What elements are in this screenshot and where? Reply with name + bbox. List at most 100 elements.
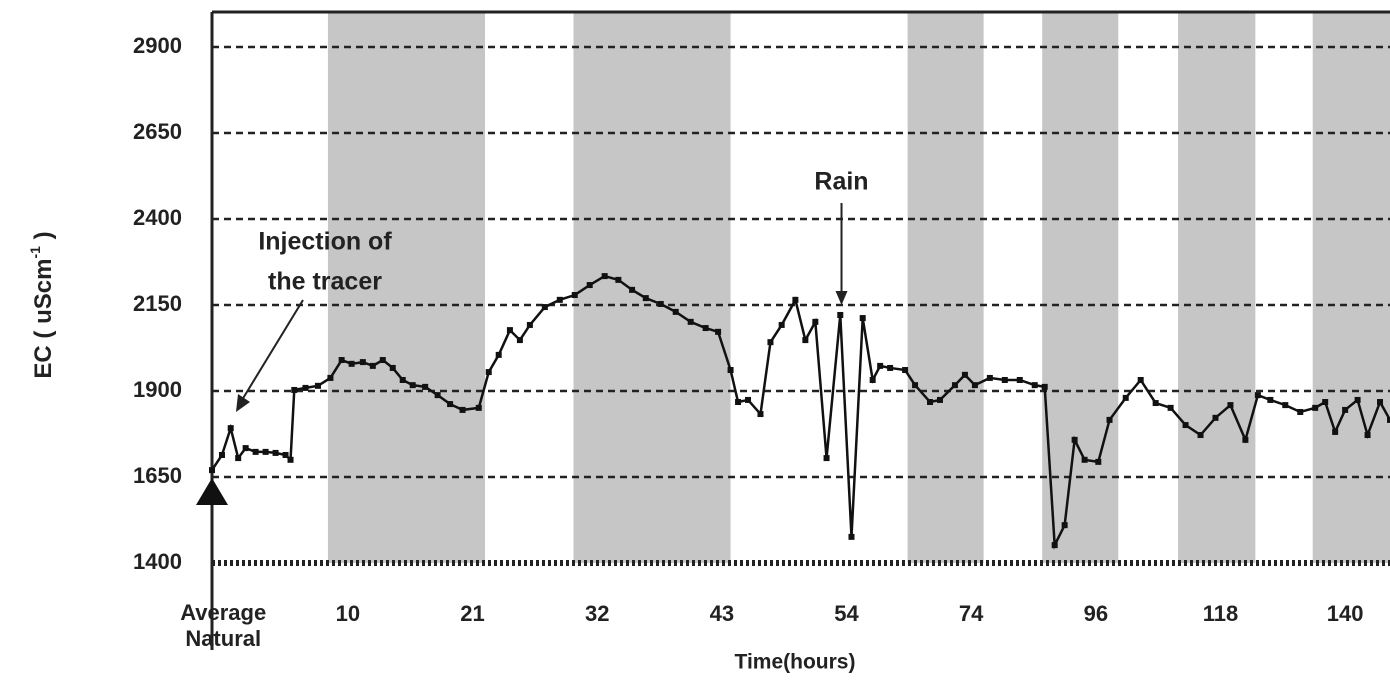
data-point: [209, 467, 215, 474]
data-point: [727, 367, 734, 374]
data-point: [379, 357, 386, 364]
data-point: [702, 325, 709, 332]
data-point: [475, 404, 482, 411]
data-point: [629, 286, 636, 293]
data-point: [912, 382, 919, 389]
arrow-head: [835, 291, 848, 305]
data-point: [302, 384, 309, 391]
data-point: [1212, 414, 1219, 421]
data-point: [1282, 402, 1289, 409]
data-point: [1332, 428, 1339, 435]
data-point: [516, 337, 523, 344]
data-point: [745, 396, 752, 403]
data-point: [485, 369, 492, 376]
data-point: [859, 315, 866, 322]
data-point: [526, 321, 533, 328]
data-point: [1254, 392, 1261, 399]
data-point: [541, 304, 548, 311]
data-point: [1041, 383, 1048, 390]
data-point: [757, 411, 764, 418]
data-point: [1377, 399, 1384, 406]
data-point: [447, 401, 454, 408]
data-point: [434, 392, 441, 399]
data-point: [1342, 406, 1349, 413]
shaded-period: [327, 12, 485, 563]
data-point: [506, 327, 513, 334]
data-point: [359, 359, 366, 366]
y-tick-label: 2400: [133, 205, 182, 230]
data-point: [778, 321, 785, 328]
y-tick-label: 2900: [133, 33, 182, 58]
data-point: [837, 311, 844, 318]
data-point: [1137, 376, 1144, 383]
data-point: [242, 445, 249, 452]
data-point: [1197, 432, 1204, 439]
data-point: [272, 449, 279, 456]
data-point: [1354, 396, 1361, 403]
data-point: [495, 351, 502, 358]
data-point: [1227, 402, 1234, 409]
data-point: [951, 382, 958, 389]
data-point: [1031, 382, 1038, 389]
data-point: [348, 360, 355, 367]
data-point: [556, 296, 563, 303]
data-point: [687, 318, 694, 325]
y-axis-label-text: EC ( uScm: [30, 259, 57, 379]
data-point: [235, 455, 242, 462]
x-tick-label: 21: [460, 601, 484, 626]
annotation: Rain: [814, 168, 868, 196]
data-point: [869, 376, 876, 383]
data-point: [1364, 432, 1371, 439]
data-point: [601, 273, 608, 280]
x-tick-label: 43: [710, 601, 734, 626]
data-point: [1001, 376, 1008, 383]
shaded-period: [1178, 12, 1256, 563]
data-point: [262, 448, 269, 455]
data-point: [1016, 376, 1023, 383]
data-point: [1095, 458, 1102, 465]
arrow-head: [236, 394, 250, 412]
shaded-period: [573, 12, 731, 563]
data-point: [823, 455, 830, 462]
data-point: [936, 396, 943, 403]
data-point: [877, 362, 884, 369]
data-line: [210, 274, 1390, 550]
data-point: [735, 399, 742, 406]
x-axis-label: Time(hours): [735, 651, 856, 674]
data-point: [571, 292, 578, 299]
x-tick-label: 32: [585, 601, 609, 626]
data-point: [327, 374, 334, 381]
data-point: [218, 451, 225, 458]
data-point: [792, 296, 799, 303]
data-point: [338, 357, 345, 364]
data-point: [902, 367, 909, 374]
data-point: [657, 300, 664, 307]
data-point: [1242, 436, 1249, 443]
annotation-arrow: [241, 299, 304, 401]
data-point: [389, 364, 396, 371]
x-tick-label: 96: [1084, 601, 1108, 626]
shaded-period: [1042, 12, 1119, 563]
shaded-period: [907, 12, 984, 563]
data-point: [287, 456, 294, 463]
data-point: [812, 318, 819, 325]
data-point: [1061, 522, 1068, 529]
data-point: [1071, 436, 1078, 443]
data-point: [971, 382, 978, 389]
x-tick-label: 10: [336, 601, 360, 626]
data-point: [422, 383, 429, 390]
data-point: [887, 364, 894, 371]
data-point: [1387, 416, 1390, 423]
data-point: [1322, 399, 1329, 406]
data-point: [459, 406, 466, 413]
data-point: [615, 276, 622, 283]
data-point: [409, 382, 416, 389]
x-tick-label: 74: [959, 601, 984, 626]
y-axis-label-sup: -1: [27, 246, 43, 259]
data-point: [802, 337, 809, 344]
data-point: [1167, 404, 1174, 411]
y-axis-label: EC ( uScm-1 ): [27, 231, 58, 378]
data-point: [767, 339, 774, 346]
data-point: [252, 448, 259, 455]
